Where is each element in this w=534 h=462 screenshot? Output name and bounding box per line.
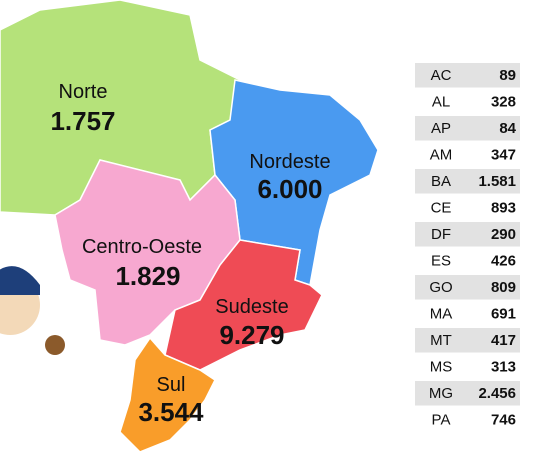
region-value: 1.829: [115, 261, 180, 291]
map: [0, 0, 379, 453]
row-bg: [415, 328, 520, 353]
state-code: AC: [431, 67, 452, 84]
state-code: PA: [432, 412, 451, 429]
row-bg: [415, 63, 520, 88]
region-name: Norte: [59, 81, 108, 103]
row-bg: [415, 275, 520, 300]
state-code: MG: [429, 385, 453, 402]
mascot-thumb: [45, 335, 65, 355]
region-sudeste: [164, 239, 323, 371]
state-value: 809: [491, 279, 516, 296]
region-name: Centro-Oeste: [82, 236, 202, 258]
state-value: 2.456: [478, 385, 516, 402]
mascot: [0, 266, 65, 355]
region-value: 6.000: [257, 174, 322, 204]
state-code: MA: [430, 306, 453, 323]
state-value: 84: [499, 120, 516, 137]
state-code: MS: [430, 359, 453, 376]
region-name: Nordeste: [249, 151, 330, 173]
region-name: Sul: [157, 374, 186, 396]
state-code: AM: [430, 147, 453, 164]
state-value: 89: [499, 67, 516, 84]
state-value: 691: [491, 306, 516, 323]
state-value: 313: [491, 359, 516, 376]
state-table: AC 89 AL 328 AP 84 AM 347 BA 1.581 CE 893 DF 290 ES 426…: [415, 63, 520, 429]
state-value: 1.581: [478, 173, 516, 190]
region-value: 9.279: [219, 320, 284, 350]
region-value: 3.544: [138, 397, 204, 427]
state-code: CE: [431, 200, 452, 217]
state-value: 893: [491, 200, 516, 217]
row-bg: [415, 169, 520, 194]
state-value: 746: [491, 412, 516, 429]
state-value: 347: [491, 147, 516, 164]
state-code: DF: [431, 226, 451, 243]
region-name: Sudeste: [215, 296, 288, 318]
region-value: 1.757: [50, 106, 115, 136]
region-sul: [119, 336, 216, 453]
state-value: 328: [491, 94, 516, 111]
state-code: AP: [431, 120, 451, 137]
state-code: MT: [430, 332, 452, 349]
row-bg: [415, 116, 520, 141]
state-code: AL: [432, 94, 450, 111]
mascot-cap: [0, 266, 40, 295]
row-bg: [415, 222, 520, 247]
state-code: BA: [431, 173, 451, 190]
state-code: GO: [429, 279, 452, 296]
state-value: 417: [491, 332, 516, 349]
state-code: ES: [431, 253, 451, 270]
state-value: 290: [491, 226, 516, 243]
state-value: 426: [491, 253, 516, 270]
row-bg: [415, 381, 520, 406]
